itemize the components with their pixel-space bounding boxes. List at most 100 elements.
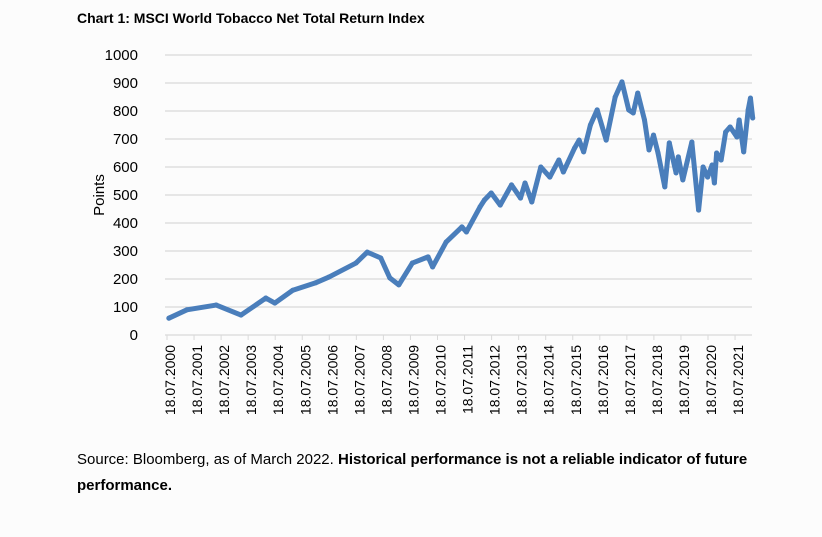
data-point [675, 154, 681, 160]
y-tick-label: 800 [113, 103, 138, 120]
data-point [630, 110, 636, 116]
data-point [696, 207, 702, 213]
data-point [572, 145, 578, 151]
data-point [463, 229, 469, 235]
disclaimer-text: Historical performance is not a reliable… [77, 451, 748, 494]
data-point [547, 174, 553, 180]
data-point [184, 307, 190, 313]
chart-title: Chart 1: MSCI World Tobacco Net Total Re… [77, 10, 425, 26]
data-point [272, 300, 278, 306]
data-point [750, 115, 756, 121]
data-point [709, 162, 715, 168]
data-point [509, 182, 515, 188]
data-point [745, 107, 751, 113]
data-point [481, 197, 487, 203]
x-tick-label: 18.07.2017 [622, 345, 638, 415]
data-point [581, 149, 587, 155]
x-tick-label: 18.07.2002 [216, 345, 232, 415]
data-point [518, 195, 524, 201]
data-point [673, 170, 679, 176]
data-point [642, 117, 648, 123]
data-point [714, 150, 720, 156]
x-tick-label: 18.07.2019 [676, 345, 692, 415]
data-point [488, 190, 494, 196]
y-tick-label: 500 [113, 187, 138, 204]
data-point [666, 140, 672, 146]
data-point [396, 282, 402, 288]
data-point [603, 137, 609, 143]
data-point [747, 95, 753, 101]
y-tick-label: 1000 [105, 47, 138, 64]
x-tick-label: 18.07.2012 [487, 345, 503, 415]
data-point [689, 139, 695, 145]
x-tick-label: 18.07.2003 [243, 345, 259, 415]
data-point [734, 134, 740, 140]
data-point [556, 157, 562, 163]
x-tick-label: 18.07.2009 [405, 345, 421, 415]
y-tick-label: 300 [113, 243, 138, 260]
data-point [705, 174, 711, 180]
data-point [576, 137, 582, 143]
data-point [651, 132, 657, 138]
y-tick-label: 0 [130, 327, 138, 344]
data-point [238, 312, 244, 318]
x-tick-label: 18.07.2011 [460, 345, 476, 414]
y-tick-label: 400 [113, 215, 138, 232]
data-point [378, 255, 384, 261]
x-tick-label: 18.07.2005 [297, 345, 313, 415]
data-point [166, 315, 172, 321]
data-point [700, 164, 706, 170]
y-tick-label: 700 [113, 131, 138, 148]
gridlines [165, 54, 752, 336]
x-tick-label: 18.07.2021 [730, 345, 746, 415]
data-point [387, 275, 393, 281]
y-tick-label: 100 [113, 299, 138, 316]
data-point [430, 264, 436, 270]
data-point [560, 169, 566, 175]
data-point [497, 202, 503, 208]
data-point [662, 184, 668, 190]
data-point [718, 157, 724, 163]
data-point [353, 260, 359, 266]
x-tick-label: 18.07.2004 [270, 345, 286, 415]
y-tick-label: 200 [113, 271, 138, 288]
data-point [711, 180, 717, 186]
x-tick-label: 18.07.2014 [541, 345, 557, 415]
data-point [680, 177, 686, 183]
data-point [290, 287, 296, 293]
x-tick-label: 18.07.2020 [703, 345, 719, 415]
data-point [529, 199, 535, 205]
data-point [443, 239, 449, 245]
data-point [364, 249, 370, 255]
x-tick-label: 18.07.2016 [595, 345, 611, 415]
data-point [723, 129, 729, 135]
data-point [736, 117, 742, 123]
data-point [312, 280, 318, 286]
data-point [425, 254, 431, 260]
data-point [594, 107, 600, 113]
data-point [522, 180, 528, 186]
y-tick-labels: 0 100 200 300 400 500 600 700 800 900 1000 [105, 47, 138, 344]
source-note: Source: Bloomberg, as of March 2022. His… [77, 447, 777, 499]
data-point [626, 107, 632, 113]
source-text: Source: Bloomberg, as of March 2022. [77, 451, 338, 468]
data-point [326, 274, 332, 280]
x-tick-label: 18.07.2010 [433, 345, 449, 415]
x-tick-labels: 18.07.2000 18.07.2001 18.07.2002 18.07.2003… [162, 335, 746, 415]
data-point [655, 150, 661, 156]
x-tick-label: 18.07.2008 [378, 345, 394, 415]
x-tick-label: 18.07.2000 [162, 345, 178, 415]
y-tick-label: 900 [113, 75, 138, 92]
series-line [166, 79, 756, 321]
x-tick-label: 18.07.2001 [189, 345, 205, 415]
x-tick-label: 18.07.2013 [514, 345, 530, 415]
y-tick-label: 600 [113, 159, 138, 176]
data-point [741, 149, 747, 155]
data-point [587, 122, 593, 128]
data-point [727, 124, 733, 130]
x-tick-label: 18.07.2006 [324, 345, 340, 415]
data-point [213, 302, 219, 308]
data-point [263, 295, 269, 301]
data-point [646, 147, 652, 153]
